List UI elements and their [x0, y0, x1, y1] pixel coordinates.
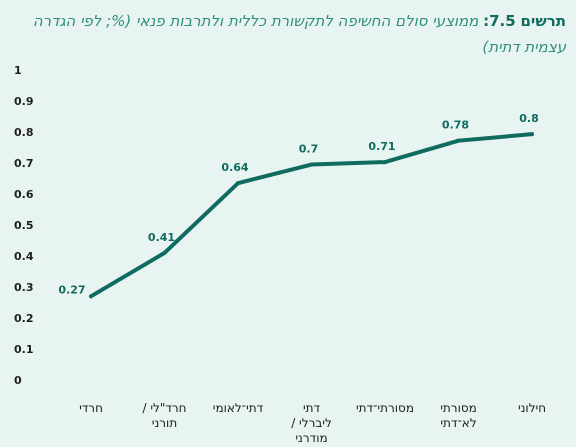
data-point [456, 138, 461, 143]
x-tick-label: חרד"לי / תורני [142, 401, 186, 430]
y-tick-label: 0.6 [14, 188, 34, 201]
x-tick-label: מסורתי לא־דתי [440, 401, 477, 430]
chart-title-prefix: תרשים [520, 12, 566, 30]
chart-title: תרשים 7.5: ממוצעי סולם החשיפה לתקשורת כל… [6, 8, 566, 60]
y-tick-label: 0.2 [14, 312, 34, 325]
y-tick-label: 0.1 [14, 343, 34, 356]
data-point [383, 160, 387, 165]
data-point [236, 181, 240, 186]
x-tick-label: חילוני [518, 401, 546, 415]
data-label: 0.64 [221, 161, 248, 174]
data-point [309, 162, 314, 167]
data-label: 0.27 [58, 283, 85, 296]
data-label: 0.78 [442, 119, 469, 132]
y-tick-label: 0.7 [14, 157, 34, 170]
y-tick-label: 0.5 [14, 219, 34, 232]
data-label: 0.41 [148, 231, 175, 244]
x-tick-label: חרדי [79, 401, 103, 415]
data-point [162, 250, 167, 255]
data-label: 0.7 [299, 143, 319, 156]
data-label: 0.71 [368, 140, 395, 153]
y-tick-label: 0.3 [14, 281, 34, 294]
y-tick-label: 0.9 [14, 95, 34, 108]
chart-title-number: 7.5: [483, 12, 516, 30]
y-tick-label: 0 [14, 374, 22, 387]
x-tick-label: דתי ליברלי / מודרני [291, 401, 332, 445]
x-tick-label: דתי־לאומי [213, 401, 264, 415]
data-point [530, 132, 534, 137]
data-label: 0.8 [519, 112, 539, 125]
chart-title-text: ממוצעי סולם החשיפה לתקשורת כללית ולתרבות… [32, 12, 566, 56]
x-tick-label: מסורתי־דתי [356, 401, 414, 415]
y-tick-label: 0.4 [14, 250, 34, 263]
y-tick-label: 0.8 [14, 126, 34, 139]
series-line [89, 132, 534, 299]
data-point [89, 294, 93, 299]
y-tick-label: 1 [14, 64, 22, 77]
